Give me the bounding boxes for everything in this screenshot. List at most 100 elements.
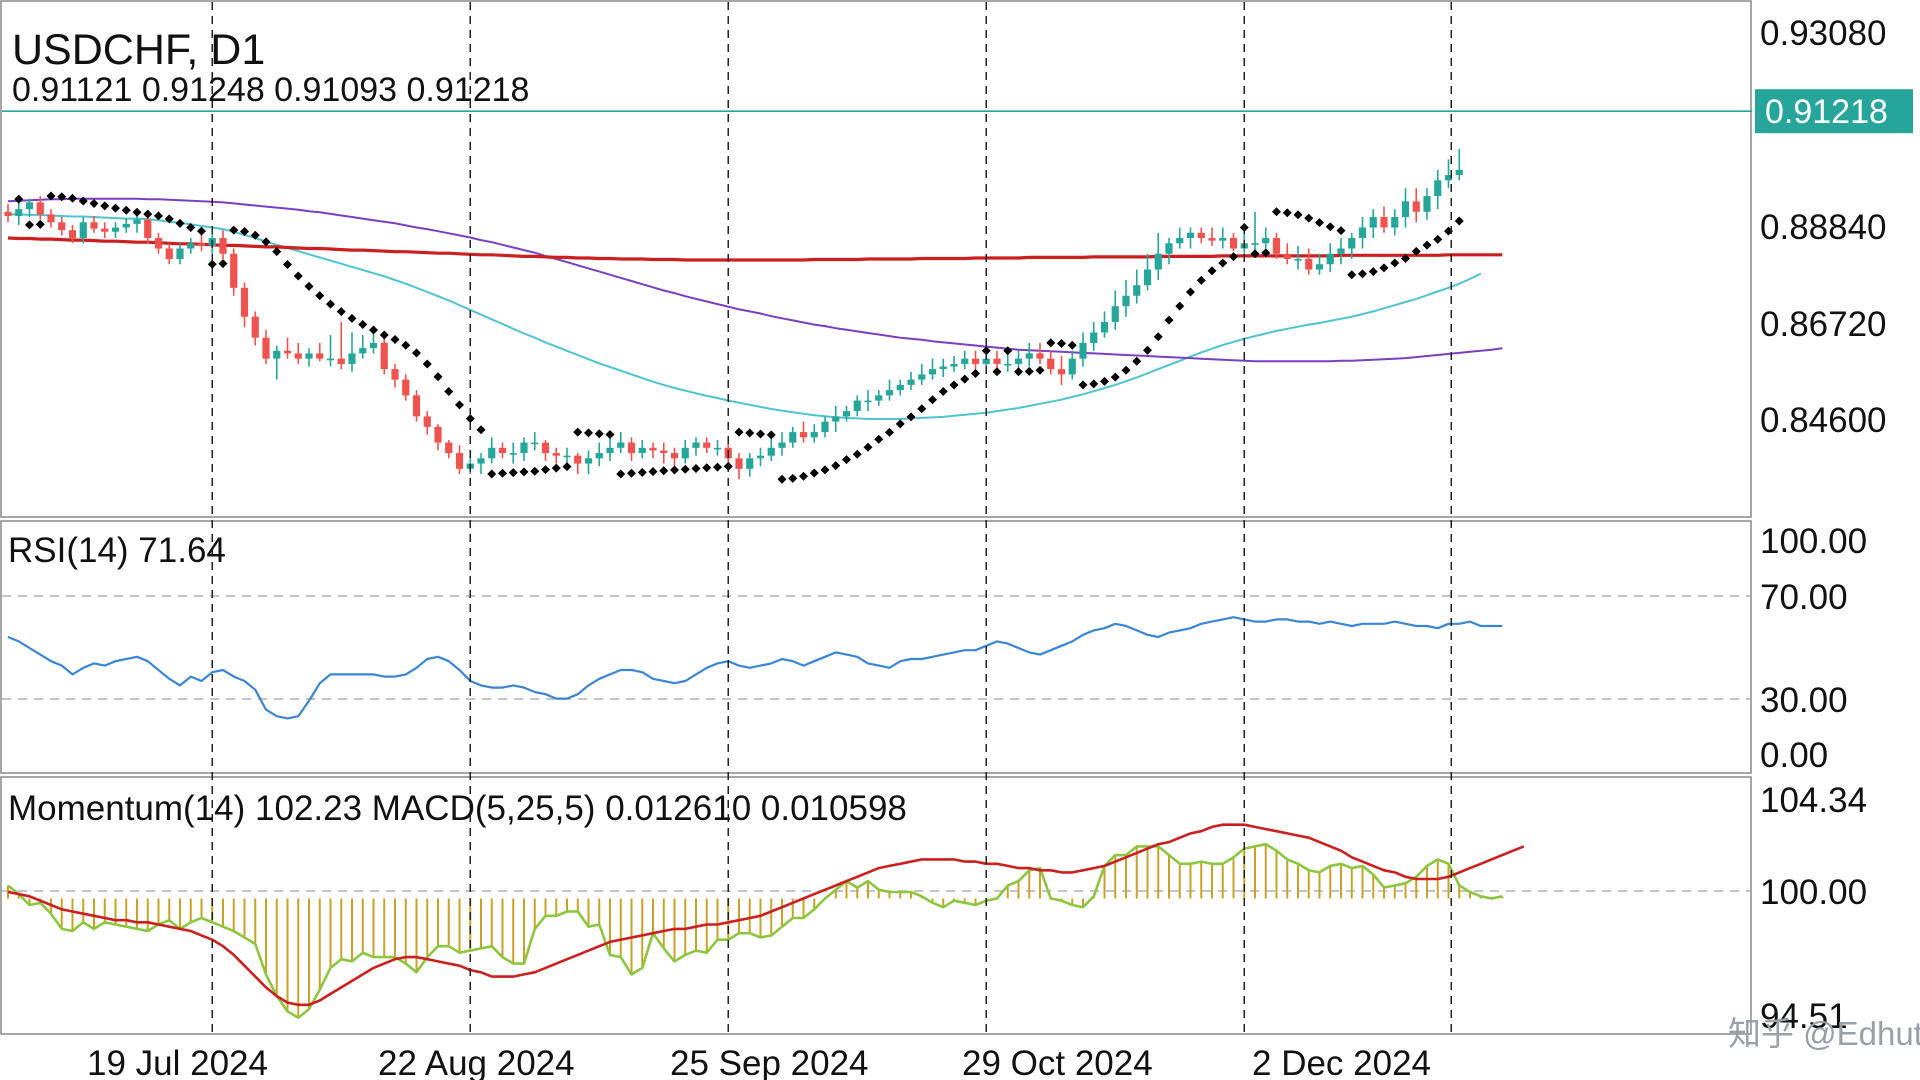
candle-body — [391, 369, 399, 380]
sar-dot — [1057, 339, 1066, 349]
candle-body — [1036, 353, 1044, 359]
candle-body — [359, 348, 367, 354]
sar-dot — [594, 429, 604, 439]
candle-body — [434, 426, 442, 443]
sar-dot — [519, 467, 529, 477]
candle-body — [488, 447, 496, 459]
sar-dot — [863, 442, 873, 452]
sar-dot — [175, 218, 185, 228]
sar-dot — [885, 427, 894, 437]
candle-body — [961, 358, 969, 364]
candle-body — [36, 202, 44, 215]
candle-body — [1380, 217, 1388, 228]
sar-dot — [444, 386, 454, 396]
candle-body — [939, 366, 947, 370]
sar-dot — [1143, 345, 1152, 355]
sar-dot — [1433, 234, 1443, 244]
sar-dot — [358, 320, 368, 330]
candle-body — [1369, 217, 1377, 228]
sar-dot — [874, 434, 884, 444]
price-tick-4: 0.84600 — [1760, 401, 1887, 440]
candle-body — [928, 369, 937, 375]
candle-body — [509, 453, 517, 455]
sar-dot — [78, 196, 88, 206]
sar-dot — [1100, 376, 1109, 386]
candle-body — [219, 238, 227, 254]
candle-body — [68, 230, 77, 239]
candle-body — [1391, 217, 1399, 228]
candle-body — [111, 227, 120, 232]
sar-dot — [670, 465, 679, 475]
candle-body — [885, 390, 894, 396]
candle-body — [1262, 238, 1270, 244]
candle-body — [1251, 243, 1259, 245]
candle-body — [1079, 342, 1087, 359]
candle-body — [1412, 201, 1420, 212]
sar-dot — [1014, 367, 1023, 377]
candle-body — [1294, 259, 1302, 261]
rsi-line — [7, 616, 1503, 720]
sar-dot — [906, 412, 916, 422]
candle-body — [950, 363, 958, 367]
sar-dot — [186, 222, 196, 232]
sar-dot — [777, 474, 787, 484]
sar-dot — [842, 455, 851, 465]
sar-dot — [1272, 207, 1281, 217]
date-label-3: 25 Sep 2024 — [670, 1044, 869, 1080]
price-tick-1: 0.93080 — [1760, 14, 1887, 53]
candle-body — [896, 384, 904, 391]
candle-body — [875, 395, 883, 401]
candle-body — [1423, 196, 1431, 212]
sar-dot — [627, 468, 636, 478]
sar-dot — [938, 387, 948, 397]
candle-body — [230, 253, 238, 288]
sar-dot — [949, 380, 959, 390]
candle-body — [1111, 306, 1119, 322]
rsi-label: RSI(14) 71.64 — [8, 531, 226, 570]
candle-body — [1337, 248, 1345, 254]
sar-dot — [1121, 365, 1131, 375]
candle-body — [251, 316, 259, 338]
sar-dot — [1293, 210, 1303, 220]
price-tick-3: 0.86720 — [1760, 305, 1887, 344]
sar-dot — [895, 419, 905, 429]
parabolic-sar — [14, 191, 1464, 484]
candle-body — [187, 243, 195, 249]
sar-dot — [1089, 379, 1099, 389]
last-price-tag — [1755, 89, 1913, 134]
momentum-label: Momentum(14) 102.23 MACD(5,25,5) 0.01261… — [8, 789, 907, 828]
sar-dot — [530, 466, 540, 476]
momentum-tick-100: 100.00 — [1760, 873, 1867, 912]
candle-body — [273, 350, 281, 359]
candle-body — [756, 455, 765, 459]
candle-body — [58, 222, 66, 231]
candle-body — [692, 442, 700, 448]
candle-body — [294, 353, 302, 359]
sar-dot — [734, 427, 744, 437]
candle-body — [1326, 253, 1334, 265]
sar-dot — [1347, 270, 1357, 280]
sar-dot — [412, 348, 421, 358]
candle-body — [1122, 295, 1130, 307]
candle-body — [154, 238, 163, 249]
sar-dot — [164, 214, 174, 224]
momentum-line — [7, 842, 1503, 1020]
sar-dot — [68, 193, 77, 203]
rsi-tick-100: 100.00 — [1760, 522, 1867, 561]
sar-dot — [508, 468, 518, 478]
macd-signal-line — [7, 823, 1525, 1007]
moving-average-line — [7, 197, 1503, 363]
candle-body — [1197, 232, 1205, 239]
candle-body — [122, 223, 130, 228]
sar-dot — [1078, 380, 1088, 390]
sar-dot — [390, 334, 400, 344]
sar-dot — [304, 281, 314, 291]
candle-body — [1068, 358, 1076, 375]
sar-dot — [1325, 222, 1335, 232]
sar-dot — [293, 271, 303, 281]
candle-body — [971, 358, 980, 364]
sar-dot — [1250, 249, 1260, 259]
candle-body — [853, 400, 861, 412]
candle-body — [1401, 201, 1410, 218]
